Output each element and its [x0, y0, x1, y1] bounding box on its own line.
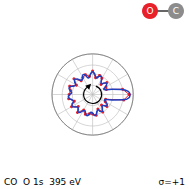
svg-text:O: O [146, 6, 153, 16]
svg-text:C: C [173, 6, 179, 16]
svg-text:σ=+1: σ=+1 [158, 177, 185, 187]
svg-text:CO O 1s 395 eV: CO O 1s 395 eV [4, 177, 82, 187]
